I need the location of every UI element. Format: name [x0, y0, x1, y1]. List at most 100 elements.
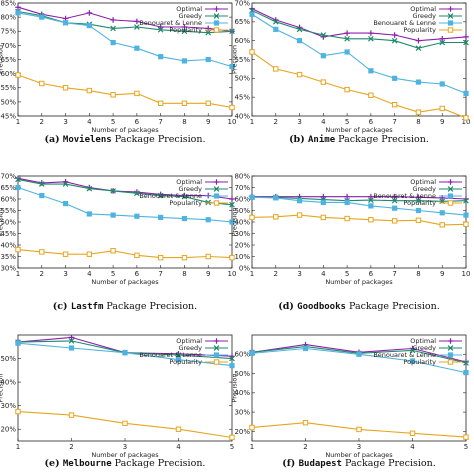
series-line-optimal — [17, 177, 233, 200]
data-point-popularity — [134, 90, 140, 97]
data-point-popularity — [39, 80, 45, 87]
x-tick-label: 9 — [206, 270, 210, 278]
data-point-greedy — [368, 35, 374, 42]
y-tick-label: 50% — [0, 355, 16, 363]
data-point-benouaret — [415, 79, 422, 85]
legend-marker-optimal — [447, 6, 454, 12]
x-tick-label: 4 — [87, 270, 92, 278]
data-point-popularity — [86, 87, 93, 94]
x-tick-label: 2 — [274, 270, 278, 278]
legend-marker-popularity — [447, 200, 454, 206]
data-point-greedy — [296, 26, 303, 33]
data-point-benouaret — [409, 358, 416, 364]
data-point-optimal — [391, 193, 398, 200]
data-point-popularity — [302, 419, 309, 426]
data-point-greedy — [62, 181, 69, 187]
series-line-popularity — [251, 214, 467, 226]
data-point-benouaret — [273, 26, 279, 32]
y-tick-label: 55% — [0, 207, 16, 215]
y-tick-label: 45% — [0, 230, 16, 238]
data-point-benouaret — [320, 53, 326, 59]
y-tick-label: 80% — [0, 14, 16, 22]
y-tick-label: 20% — [234, 428, 250, 436]
data-point-benouaret — [15, 340, 21, 346]
x-tick-label: 8 — [416, 118, 420, 126]
series-line-greedy — [251, 10, 466, 49]
data-point-popularity — [463, 115, 469, 121]
data-point-optimal — [110, 17, 116, 23]
legend-marker-optimal — [447, 179, 454, 185]
legend-marker-popularity — [213, 359, 220, 365]
data-point-popularity — [296, 71, 303, 78]
data-point-popularity — [320, 214, 327, 221]
y-axis-label: Precision — [0, 207, 5, 236]
data-point-optimal — [344, 193, 350, 200]
data-point-greedy — [229, 355, 235, 362]
x-tick-label: 10 — [228, 270, 237, 278]
data-point-benouaret — [134, 45, 140, 51]
data-point-popularity — [320, 79, 327, 85]
data-point-popularity — [249, 49, 255, 55]
x-tick-label: 2 — [40, 118, 44, 126]
data-point-benouaret — [62, 20, 69, 26]
data-point-optimal — [320, 193, 327, 200]
legend-marker-greedy — [213, 345, 220, 351]
caption-letter: (a) — [44, 134, 62, 145]
data-point-popularity — [134, 252, 140, 259]
data-point-popularity — [463, 221, 469, 228]
series-line-benouaret — [251, 196, 467, 216]
data-point-popularity — [205, 100, 211, 106]
legend-label-benouaret: Benouaret & Lenne — [139, 192, 202, 200]
data-point-benouaret — [15, 184, 21, 191]
data-point-popularity — [86, 251, 93, 257]
caption-dataset: Goodbooks — [297, 302, 346, 312]
data-point-greedy — [463, 39, 469, 46]
data-point-benouaret — [86, 22, 92, 29]
x-tick-label: 7 — [158, 118, 162, 126]
data-point-benouaret — [158, 214, 164, 220]
y-axis-label: Precision — [231, 373, 239, 402]
y-tick-label: 70% — [0, 42, 16, 50]
data-point-greedy — [229, 28, 235, 35]
y-tick-label: 65% — [0, 184, 16, 192]
y-tick-label: 60% — [234, 351, 250, 359]
x-tick-label: 8 — [182, 270, 186, 278]
legend-marker-benouaret — [447, 352, 454, 358]
y-tick-label: 10% — [234, 253, 250, 261]
data-point-popularity — [229, 434, 235, 441]
data-point-popularity — [62, 251, 69, 257]
caption-dataset: Lastfm — [71, 302, 104, 312]
data-point-benouaret — [249, 194, 255, 200]
legend-marker-popularity — [213, 27, 220, 33]
data-point-popularity — [344, 86, 350, 93]
x-tick-label: 3 — [297, 270, 301, 278]
x-tick-label: 6 — [369, 270, 374, 278]
legend-label-popularity: Popularity — [169, 358, 202, 366]
caption-text: Package Precision. — [342, 458, 436, 469]
data-point-popularity — [39, 249, 45, 255]
caption-text: Package Precision. — [346, 301, 440, 312]
y-tick-label: 35% — [0, 253, 16, 261]
data-point-optimal — [463, 34, 469, 40]
x-tick-label: 2 — [40, 270, 44, 278]
data-point-greedy — [181, 28, 188, 35]
data-point-greedy — [391, 197, 398, 204]
x-tick-label: 4 — [176, 443, 181, 451]
data-point-benouaret — [296, 38, 303, 44]
data-point-greedy — [38, 181, 45, 187]
data-point-popularity — [15, 408, 21, 415]
data-point-popularity — [15, 72, 21, 78]
x-tick-label: 10 — [462, 270, 471, 278]
legend-marker-greedy — [447, 186, 454, 192]
data-point-benouaret — [205, 217, 211, 223]
x-tick-label: 1 — [250, 270, 254, 278]
y-tick-label: 65% — [234, 18, 250, 26]
data-point-greedy — [157, 192, 164, 199]
data-point-optimal — [344, 30, 350, 36]
y-tick-label: 30% — [234, 408, 250, 416]
data-point-benouaret — [158, 54, 164, 60]
data-point-greedy — [110, 188, 116, 194]
data-point-optimal — [157, 24, 164, 30]
legend-label-popularity: Popularity — [403, 358, 436, 366]
y-tick-label: 40% — [234, 218, 250, 226]
